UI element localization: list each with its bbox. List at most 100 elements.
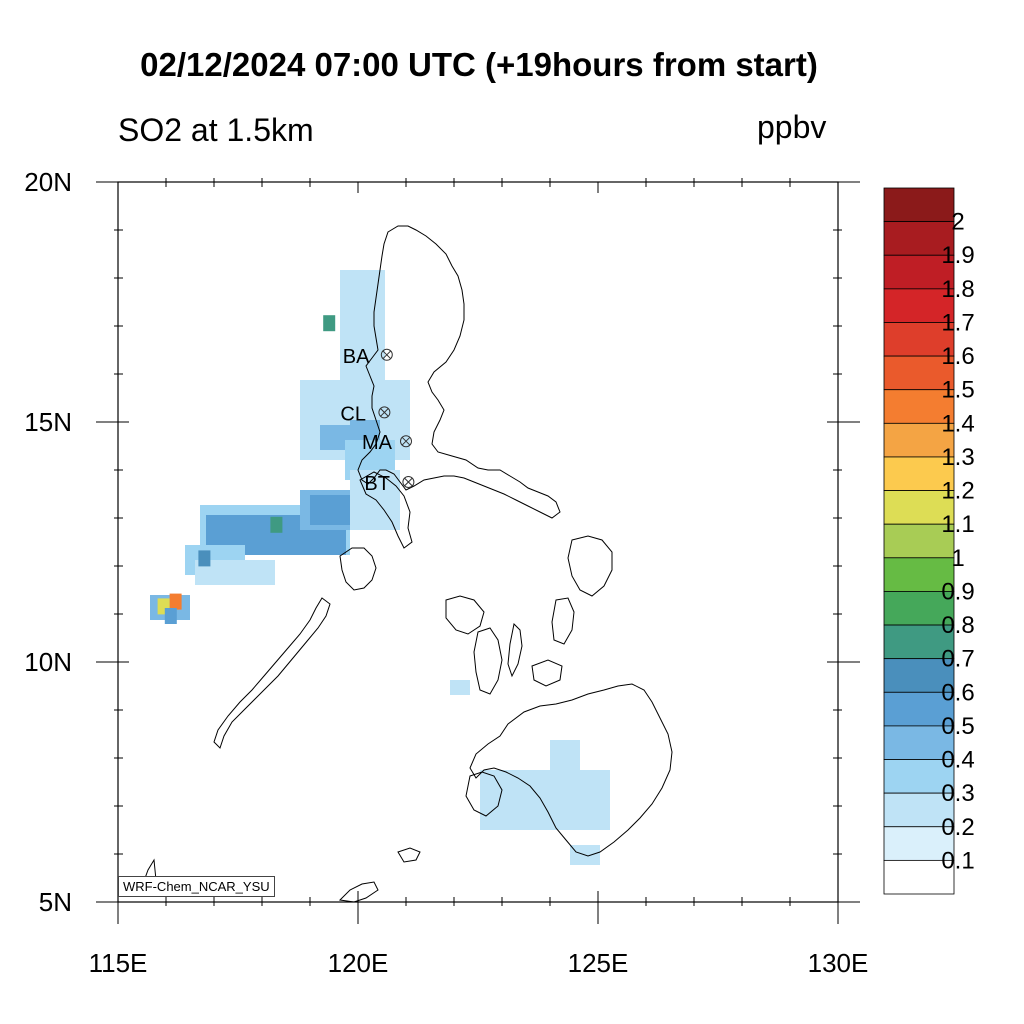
colorbar-swatch [883,422,955,458]
colorbar-swatch [883,591,955,626]
so2-concentration-field [150,270,610,865]
coastline-negros [473,627,503,695]
lat-tick-label: 10N [24,647,72,677]
colorbar-label: 1.1 [941,511,974,538]
so2-cell [164,608,177,624]
coastline-mindoro [339,547,377,591]
colorbar-swatch [883,221,955,256]
colorbar-swatch [883,826,955,861]
site-markers: BA CL MA BT [340,346,415,495]
site-cross [404,477,413,487]
so2-cell [340,270,385,400]
lat-tick-label: 5N [39,887,72,917]
colorbar-label: 0.6 [941,679,974,706]
colorbar-label: 1.8 [941,276,974,303]
colorbar-label: 1.5 [941,377,974,404]
coastline [139,225,673,903]
coastline-borneo [338,881,379,903]
colorbar-label: 0.3 [941,780,974,807]
map-frame: 115E 120E 125E 130E 20N 15N 10N 5N [24,167,868,978]
site-circle [378,406,391,419]
site-label-ma: MA [362,432,393,454]
colorbar-swatch [883,759,955,794]
colorbar-swatch [883,322,955,357]
colorbar-label: 0.9 [941,578,974,605]
colorbar: 2 1.9 1.8 1.7 1.6 1.5 1.4 1.3 1.2 1.1 1 0.9 0.8 0.7 0.… [883,187,975,895]
colorbar-swatch [883,288,955,323]
colorbar-label: 1.9 [941,242,974,269]
site-marker-bt: BT [364,473,415,495]
colorbar-label: 1.6 [941,343,974,370]
site-label-cl: CL [340,403,366,425]
colorbar-swatch [883,523,955,559]
site-marker-cl: CL [340,403,391,425]
colorbar-label: 1.3 [941,444,974,471]
colorbar-label: 0.1 [941,847,974,874]
site-circle [380,348,393,361]
coastline-palawan [213,597,331,749]
coastline-cebu [507,622,523,678]
coastline-samar [567,535,613,597]
so2-cell [198,550,211,567]
colorbar-swatch [883,658,955,693]
colorbar-label: 1.2 [941,478,974,505]
so2-cell [350,470,400,530]
lat-tick-label: 15N [24,407,72,437]
so2-cell [310,495,350,525]
colorbar-swatch [883,725,955,760]
colorbar-swatch [883,254,955,290]
colorbar-swatch [883,456,955,491]
colorbar-label: 0.4 [941,747,974,774]
site-cross [401,436,411,446]
colorbar-swatch [883,389,955,424]
colorbar-label: 1.7 [941,309,974,336]
site-label-bt: BT [364,473,390,495]
so2-cell [323,315,336,332]
coastline-mindanao [469,683,673,857]
so2-cell [450,680,470,695]
colorbar-swatch [883,691,955,727]
coastline-panay [445,595,485,635]
site-marker-ma: MA [362,432,412,454]
colorbar-swatch [883,792,955,828]
map-title: 02/12/2024 07:00 UTC (+19hours from star… [140,46,818,83]
site-cross [380,408,389,417]
colorbar-label: 0.7 [941,646,974,673]
so2-cell [300,395,350,425]
colorbar-swatch [883,490,955,525]
colorbar-swatch [883,355,955,391]
site-circle [402,476,415,488]
colorbar-label: 0.5 [941,713,974,740]
colorbar-swatch [883,859,955,895]
colorbar-label: 1.4 [941,410,974,437]
colorbar-label: 1 [951,545,964,572]
so2-cell [520,790,560,825]
site-cross [382,350,392,360]
site-circle [400,435,412,448]
coastline-zamboanga [465,771,503,817]
lat-tick-label: 20N [24,167,72,197]
colorbar-label: 2 [951,209,964,236]
colorbar-label: 0.2 [941,814,974,841]
lon-tick-label: 115E [89,948,148,978]
lon-tick-label: 125E [568,948,629,978]
lon-tick-label: 130E [808,948,869,978]
coastline-bohol [531,659,563,687]
site-marker-ba: BA [343,346,393,368]
plot-border [117,181,839,903]
variable-label: SO2 at 1.5km [118,112,314,148]
coastline-sulu-islands [397,847,421,863]
so2-cell [270,516,283,533]
colorbar-swatch [883,187,955,223]
lon-tick-label: 120E [328,948,389,978]
colorbar-label: 0.8 [941,612,974,639]
model-credit: WRF-Chem_NCAR_YSU [118,876,275,897]
coastline-leyte [551,597,575,645]
units-label: ppbv [757,109,827,145]
coastline-manila-bay [359,471,413,549]
colorbar-swatch [883,624,955,660]
coastline-luzon [357,225,561,519]
site-label-ba: BA [343,346,370,368]
so2-cell [169,593,182,610]
